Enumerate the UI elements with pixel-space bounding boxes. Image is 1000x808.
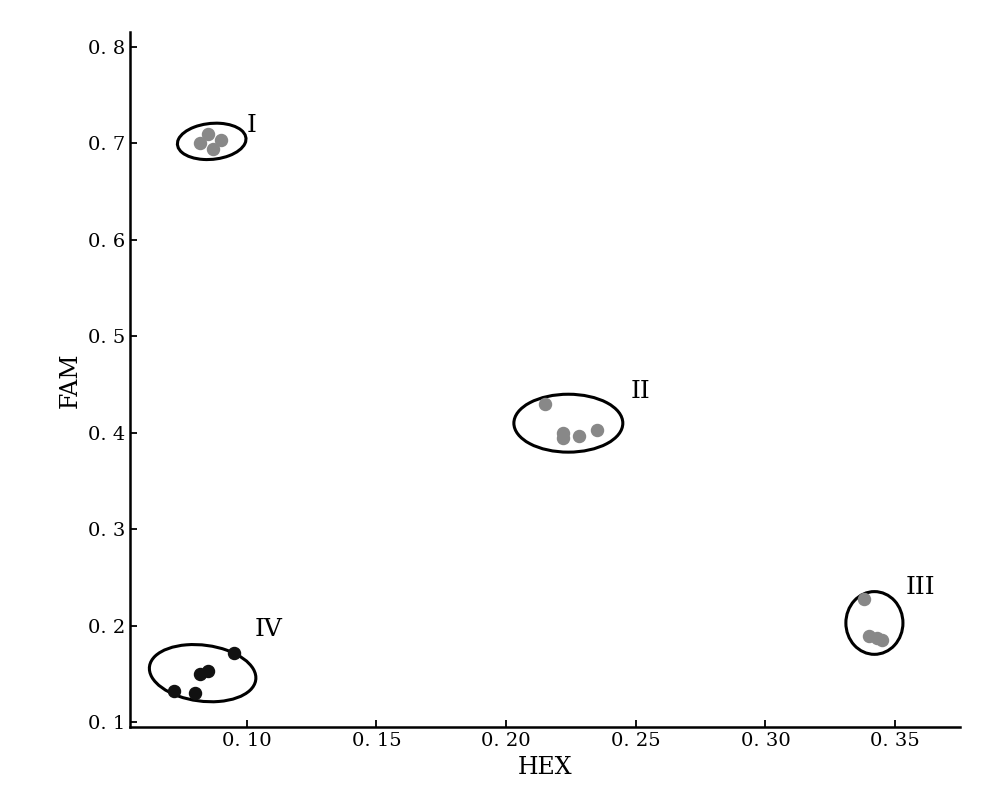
Point [200,665,216,678]
X-axis label: HEX: HEX [518,755,572,779]
Point [200,127,216,140]
Point [874,633,890,646]
Point [226,646,242,659]
Point [571,429,587,442]
Text: III: III [906,576,935,599]
Text: II: II [631,380,650,403]
Text: IV: IV [254,618,282,642]
Text: I: I [247,115,257,137]
Point [192,667,208,680]
Point [856,592,872,605]
Point [205,143,221,156]
Point [589,423,605,436]
Point [192,137,208,149]
Point [555,427,571,440]
Point [869,632,885,645]
Point [555,431,571,444]
Point [537,398,553,410]
Y-axis label: FAM: FAM [59,352,82,407]
Point [187,687,203,700]
Point [861,629,877,642]
Point [213,134,229,147]
Point [166,685,182,698]
